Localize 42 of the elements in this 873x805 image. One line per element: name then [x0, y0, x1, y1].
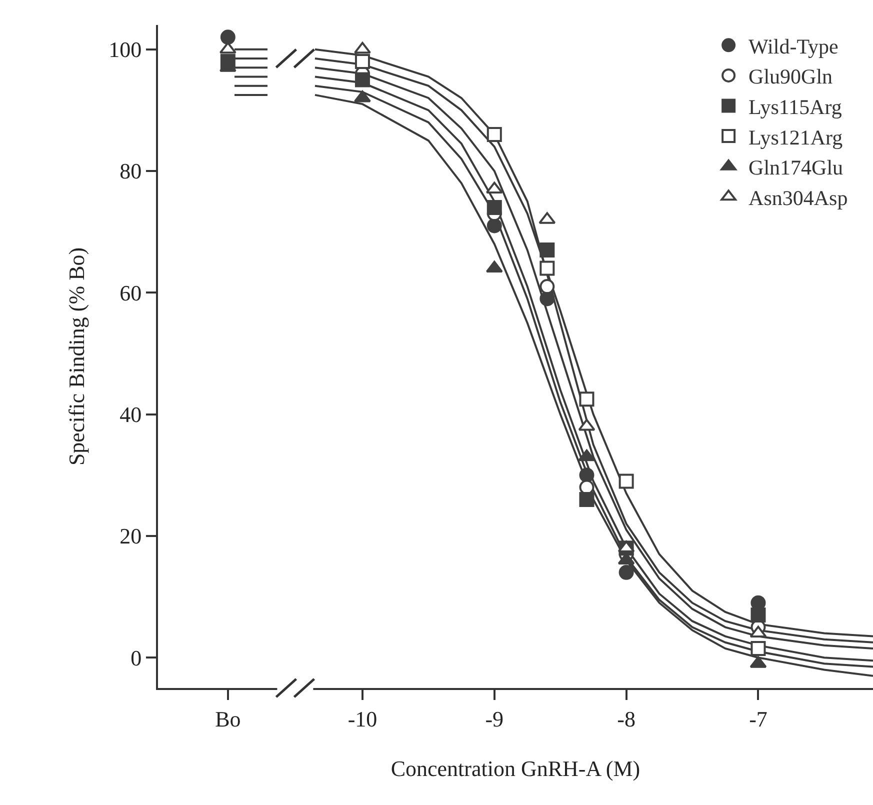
y-tick-label: 20 — [120, 524, 142, 549]
point — [540, 242, 555, 258]
point — [354, 54, 370, 69]
point — [220, 30, 236, 45]
point — [579, 468, 594, 483]
point — [750, 626, 767, 638]
y-tick-label: 60 — [120, 280, 142, 306]
x-tick-label: -8 — [617, 706, 636, 732]
y-axis-title: Specific Binding (% Bo) — [64, 247, 89, 466]
y-tick-label: 0 — [130, 645, 142, 670]
point — [486, 260, 503, 273]
point — [540, 260, 555, 276]
point — [618, 564, 634, 580]
point — [750, 640, 766, 656]
point — [486, 218, 502, 234]
legend-label: Wild-Type — [748, 34, 838, 58]
legend-label: Lys121Arg — [748, 125, 844, 150]
point — [578, 449, 596, 462]
point — [578, 418, 596, 431]
y-tick-label: 40 — [120, 402, 142, 427]
legend-label: Asn304Asp — [748, 186, 848, 210]
point — [486, 126, 502, 142]
y-tick-label: 80 — [120, 158, 142, 184]
legend-label: Gln174Glu — [748, 156, 844, 180]
point — [579, 392, 594, 407]
y-tick-label: 100 — [108, 37, 142, 62]
x-tick-label: Bo — [215, 706, 241, 732]
point — [750, 608, 766, 623]
x-tick-label: -7 — [749, 706, 768, 732]
x-axis-title: Concentration GnRH-A (M) — [390, 756, 640, 781]
point — [540, 279, 555, 294]
legend-label: Lys115Arg — [748, 94, 842, 119]
x-tick-label: -10 — [348, 706, 378, 732]
point — [618, 474, 634, 489]
point — [354, 72, 370, 88]
legend-label: Glu90Gln — [748, 64, 834, 89]
point — [354, 42, 371, 54]
point — [486, 200, 502, 215]
point — [579, 492, 594, 507]
point — [540, 291, 555, 306]
x-tick-label: -9 — [485, 706, 504, 732]
point — [354, 90, 371, 102]
